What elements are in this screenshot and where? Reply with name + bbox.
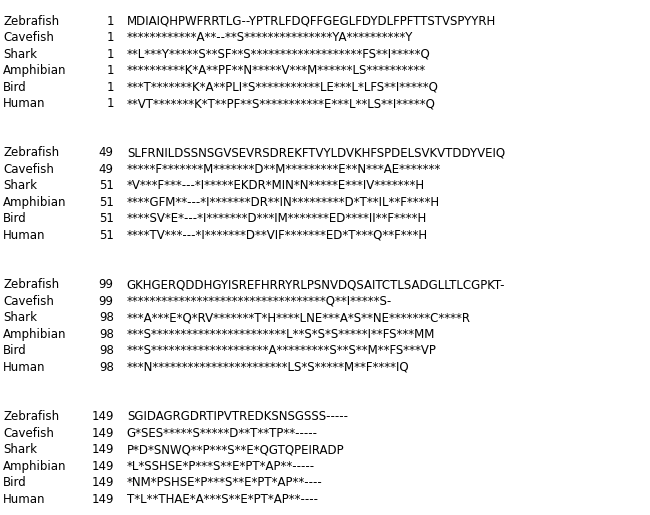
Text: Shark: Shark <box>3 179 37 193</box>
Text: 149: 149 <box>91 426 114 440</box>
Text: 99: 99 <box>99 295 114 308</box>
Text: Bird: Bird <box>3 344 27 357</box>
Text: ************A**--**S***************YA**********Y: ************A**--**S***************YA***… <box>127 31 413 44</box>
Text: **********K*A**PF**N*****V***M******LS**********: **********K*A**PF**N*****V***M******LS**… <box>127 64 426 77</box>
Text: ***N***********************LS*S*****M**F****IQ: ***N***********************LS*S*****M**F… <box>127 360 410 374</box>
Text: Zebrafish: Zebrafish <box>3 410 59 423</box>
Text: SGIDAGRGDRTIPVTREDKSNSGSSS-----: SGIDAGRGDRTIPVTREDKSNSGSSS----- <box>127 410 348 423</box>
Text: Zebrafish: Zebrafish <box>3 278 59 291</box>
Text: Cavefish: Cavefish <box>3 31 54 44</box>
Text: *****F*******M*******D**M*********E**N***AE*******: *****F*******M*******D**M*********E**N**… <box>127 163 441 176</box>
Text: 149: 149 <box>91 459 114 473</box>
Text: Zebrafish: Zebrafish <box>3 146 59 160</box>
Text: 49: 49 <box>99 146 114 160</box>
Text: Human: Human <box>3 229 46 242</box>
Text: G*SES*****S*****D**T**TP**-----: G*SES*****S*****D**T**TP**----- <box>127 426 318 440</box>
Text: 98: 98 <box>99 311 114 324</box>
Text: 149: 149 <box>91 492 114 506</box>
Text: 51: 51 <box>99 179 114 193</box>
Text: P*D*SNWQ**P***S**E*QGTQPEIRADP: P*D*SNWQ**P***S**E*QGTQPEIRADP <box>127 443 344 456</box>
Text: **VT*******K*T**PF**S***********E***L**LS**I*****Q: **VT*******K*T**PF**S***********E***L**L… <box>127 97 436 110</box>
Text: 149: 149 <box>91 443 114 456</box>
Text: Shark: Shark <box>3 311 37 324</box>
Text: Amphibian: Amphibian <box>3 328 67 341</box>
Text: GKHGERQDDHGYISREFHRRYRLPSNVDQSAITCTLSADGLLTLCGPKT-: GKHGERQDDHGYISREFHRRYRLPSNVDQSAITCTLSADG… <box>127 278 505 291</box>
Text: ***A***E*Q*RV*******T*H****LNE***A*S**NE*******C****R: ***A***E*Q*RV*******T*H****LNE***A*S**NE… <box>127 311 471 324</box>
Text: Human: Human <box>3 492 46 506</box>
Text: ****GFM**---*I*******DR**IN*********D*T**IL**F****H: ****GFM**---*I*******DR**IN*********D*T*… <box>127 196 440 209</box>
Text: 51: 51 <box>99 229 114 242</box>
Text: Human: Human <box>3 97 46 110</box>
Text: 1: 1 <box>106 80 114 94</box>
Text: **********************************Q**I*****S-: **********************************Q**I**… <box>127 295 392 308</box>
Text: Shark: Shark <box>3 47 37 61</box>
Text: Cavefish: Cavefish <box>3 163 54 176</box>
Text: ****SV*E*---*I*******D***IM*******ED****II**F****H: ****SV*E*---*I*******D***IM*******ED****… <box>127 212 427 226</box>
Text: Human: Human <box>3 360 46 374</box>
Text: 1: 1 <box>106 64 114 77</box>
Text: 1: 1 <box>106 47 114 61</box>
Text: 149: 149 <box>91 410 114 423</box>
Text: 1: 1 <box>106 31 114 44</box>
Text: 51: 51 <box>99 196 114 209</box>
Text: Bird: Bird <box>3 476 27 489</box>
Text: *L*SSHSE*P***S**E*PT*AP**-----: *L*SSHSE*P***S**E*PT*AP**----- <box>127 459 315 473</box>
Text: **L***Y*****S**SF**S*******************FS**I*****Q: **L***Y*****S**SF**S*******************F… <box>127 47 430 61</box>
Text: Bird: Bird <box>3 212 27 226</box>
Text: 1: 1 <box>106 97 114 110</box>
Text: ***S********************A*********S**S**M**FS***VP: ***S********************A*********S**S**… <box>127 344 437 357</box>
Text: Shark: Shark <box>3 443 37 456</box>
Text: SLFRNILDSSNSGVSEVRSDREKFTVYLDVKHFSPDELSVKVTDDYVEIQ: SLFRNILDSSNSGVSEVRSDREKFTVYLDVKHFSPDELSV… <box>127 146 505 160</box>
Text: T*L**THAE*A***S**E*PT*AP**----: T*L**THAE*A***S**E*PT*AP**---- <box>127 492 318 506</box>
Text: 98: 98 <box>99 360 114 374</box>
Text: Zebrafish: Zebrafish <box>3 14 59 28</box>
Text: 99: 99 <box>99 278 114 291</box>
Text: 149: 149 <box>91 476 114 489</box>
Text: *V***F***---*I*****EKDR*MIN*N*****E***IV*******H: *V***F***---*I*****EKDR*MIN*N*****E***IV… <box>127 179 425 193</box>
Text: 98: 98 <box>99 328 114 341</box>
Text: 1: 1 <box>106 14 114 28</box>
Text: ****TV***---*I*******D**VIF*******ED*T***Q**F***H: ****TV***---*I*******D**VIF*******ED*T**… <box>127 229 428 242</box>
Text: Amphibian: Amphibian <box>3 196 67 209</box>
Text: Bird: Bird <box>3 80 27 94</box>
Text: Amphibian: Amphibian <box>3 459 67 473</box>
Text: Cavefish: Cavefish <box>3 295 54 308</box>
Text: ***T*******K*A**PLI*S***********LE***L*LFS**I*****Q: ***T*******K*A**PLI*S***********LE***L*L… <box>127 80 439 94</box>
Text: ***S***********************L**S*S*S*****I**FS***MM: ***S***********************L**S*S*S*****… <box>127 328 435 341</box>
Text: 49: 49 <box>99 163 114 176</box>
Text: MDIAIQHPWFRRTLG--YPTRLFDQFFGEGLFDYDLFPFTTSTVSPYYRH: MDIAIQHPWFRRTLG--YPTRLFDQFFGEGLFDYDLFPFT… <box>127 14 496 28</box>
Text: Cavefish: Cavefish <box>3 426 54 440</box>
Text: 51: 51 <box>99 212 114 226</box>
Text: *NM*PSHSE*P***S**E*PT*AP**----: *NM*PSHSE*P***S**E*PT*AP**---- <box>127 476 322 489</box>
Text: 98: 98 <box>99 344 114 357</box>
Text: Amphibian: Amphibian <box>3 64 67 77</box>
